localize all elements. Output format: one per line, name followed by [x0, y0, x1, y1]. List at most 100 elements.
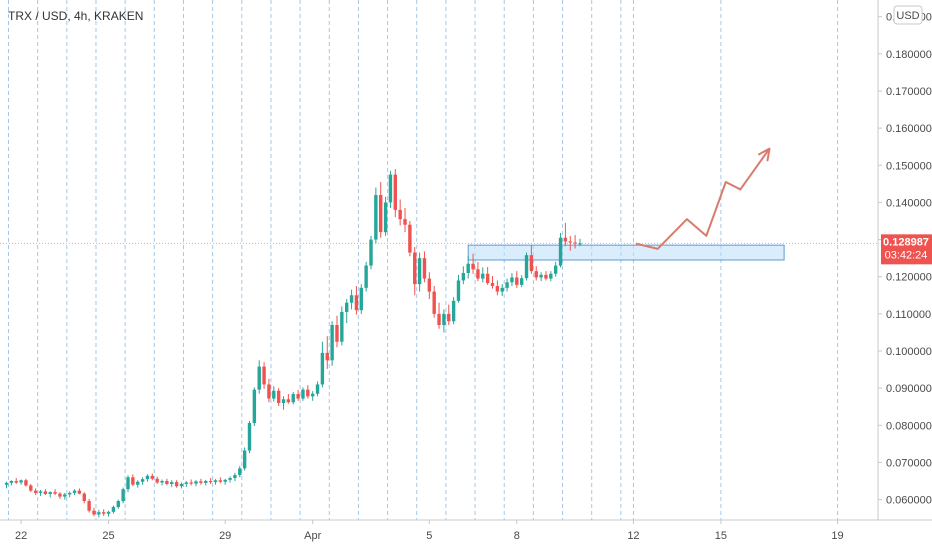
candle-body[interactable]: [466, 263, 470, 273]
candle-body[interactable]: [281, 399, 286, 403]
candle-body[interactable]: [48, 492, 52, 494]
candle-body[interactable]: [330, 325, 334, 361]
candle-body[interactable]: [505, 282, 509, 288]
candle-body[interactable]: [510, 277, 514, 283]
candle-body[interactable]: [126, 477, 130, 490]
candle-body[interactable]: [24, 480, 28, 486]
candle-body[interactable]: [228, 478, 232, 480]
candle-body[interactable]: [131, 477, 135, 485]
candle-body[interactable]: [563, 237, 568, 242]
candle-body[interactable]: [291, 394, 295, 403]
candle-body[interactable]: [276, 390, 281, 403]
candle-body[interactable]: [461, 273, 466, 281]
candle-body[interactable]: [194, 481, 198, 484]
candle-body[interactable]: [272, 390, 276, 399]
candle-body[interactable]: [136, 481, 140, 485]
candle-body[interactable]: [524, 255, 529, 279]
projection-arrow[interactable]: [635, 147, 771, 250]
candle-body[interactable]: [213, 480, 218, 483]
candle-body[interactable]: [340, 312, 344, 342]
candle-body[interactable]: [476, 269, 480, 279]
candle-body[interactable]: [53, 492, 57, 494]
candle-body[interactable]: [315, 384, 320, 394]
candle-body[interactable]: [174, 482, 179, 487]
candle-body[interactable]: [481, 273, 485, 279]
candle-body[interactable]: [578, 243, 582, 245]
candle-body[interactable]: [204, 481, 208, 483]
candle-body[interactable]: [77, 490, 82, 494]
candle-body[interactable]: [568, 241, 572, 243]
candle-body[interactable]: [379, 195, 383, 233]
candle-body[interactable]: [92, 510, 96, 515]
candle-body[interactable]: [413, 252, 417, 285]
candle-body[interactable]: [72, 490, 77, 493]
candle-body[interactable]: [233, 475, 237, 479]
time-axis[interactable]: 22 25 29 Apr 5 8 12 15 19: [15, 520, 844, 542]
candle-body[interactable]: [267, 384, 271, 399]
candle-body[interactable]: [456, 280, 461, 301]
candle-body[interactable]: [189, 482, 193, 484]
candle-body[interactable]: [301, 389, 305, 399]
candle-body[interactable]: [451, 300, 456, 322]
candle-body[interactable]: [539, 274, 543, 278]
candle-body[interactable]: [364, 265, 368, 288]
candle-body[interactable]: [388, 174, 393, 203]
candle-body[interactable]: [242, 450, 247, 469]
candle-body[interactable]: [170, 482, 174, 484]
candle-body[interactable]: [14, 481, 18, 483]
candle-body[interactable]: [247, 423, 252, 451]
candle-body[interactable]: [427, 278, 432, 292]
candle-body[interactable]: [529, 255, 534, 272]
candle-body[interactable]: [354, 295, 359, 311]
candle-body[interactable]: [398, 209, 402, 220]
candle-body[interactable]: [408, 224, 412, 253]
candle-body[interactable]: [67, 492, 72, 495]
candle-body[interactable]: [29, 485, 33, 491]
candle-body[interactable]: [199, 481, 203, 483]
candle-body[interactable]: [335, 325, 339, 342]
candle-body[interactable]: [97, 512, 101, 515]
candle-body[interactable]: [121, 489, 125, 502]
candle-body[interactable]: [179, 483, 184, 487]
candle-body[interactable]: [519, 278, 524, 285]
candle-body[interactable]: [286, 399, 291, 403]
candle-body[interactable]: [500, 287, 504, 292]
candle-body[interactable]: [165, 481, 169, 484]
candle-body[interactable]: [9, 481, 14, 483]
candle-body[interactable]: [155, 478, 159, 483]
candle-body[interactable]: [262, 366, 266, 385]
candle-body[interactable]: [43, 491, 48, 494]
candle-body[interactable]: [442, 313, 446, 325]
candle-body[interactable]: [437, 313, 441, 325]
candle-body[interactable]: [4, 482, 9, 485]
candle-body[interactable]: [116, 501, 120, 507]
candle-body[interactable]: [140, 479, 145, 482]
candle-body[interactable]: [534, 271, 538, 278]
candle-body[interactable]: [184, 482, 189, 484]
candle-body[interactable]: [306, 389, 310, 397]
candle-body[interactable]: [33, 490, 38, 493]
candle-body[interactable]: [485, 273, 490, 284]
candle-body[interactable]: [19, 480, 23, 483]
candle-body[interactable]: [58, 493, 62, 497]
candle-body[interactable]: [549, 273, 553, 279]
candle-body[interactable]: [573, 242, 577, 244]
candle-body[interactable]: [150, 475, 154, 479]
candle-body[interactable]: [106, 511, 111, 514]
candle-body[interactable]: [495, 286, 500, 292]
candle-body[interactable]: [325, 352, 329, 361]
candle-body[interactable]: [145, 475, 150, 480]
candle-body[interactable]: [63, 494, 67, 497]
candle-body[interactable]: [160, 481, 164, 483]
candle-body[interactable]: [320, 352, 325, 385]
support-zone[interactable]: [467, 244, 785, 261]
candle-body[interactable]: [447, 313, 451, 322]
candles[interactable]: [4, 169, 582, 518]
candle-body[interactable]: [553, 265, 558, 274]
candle-body[interactable]: [471, 263, 475, 270]
candle-body[interactable]: [38, 491, 43, 493]
candle-body[interactable]: [310, 393, 315, 397]
candle-body[interactable]: [558, 237, 563, 266]
